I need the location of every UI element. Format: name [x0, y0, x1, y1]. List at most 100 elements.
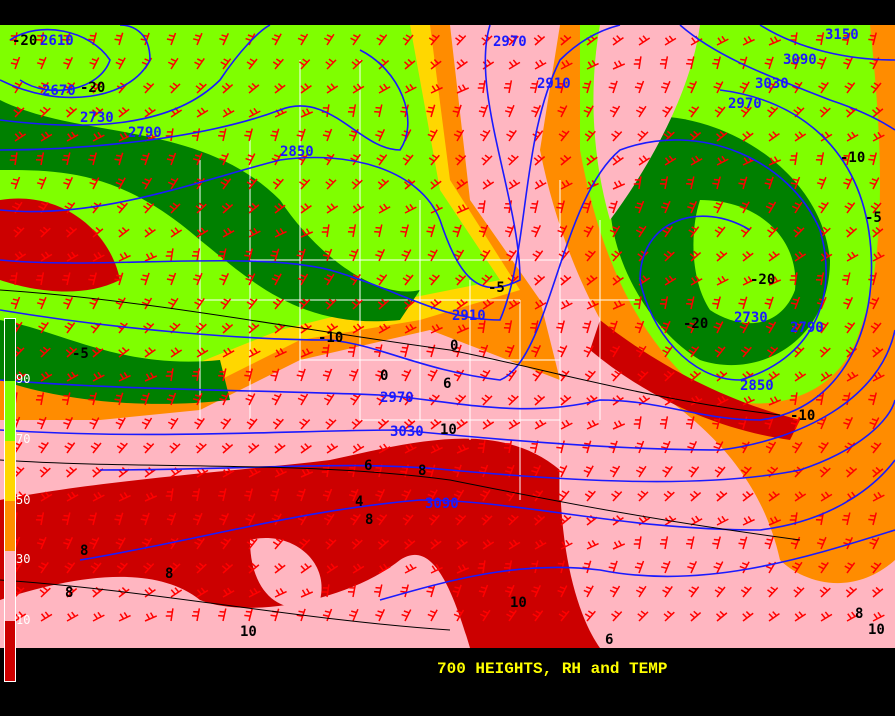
height-contour [0, 139, 827, 381]
wind-barb [221, 442, 234, 454]
wind-barb [322, 608, 333, 622]
wind-barb [38, 322, 49, 334]
wind-barb [401, 609, 412, 622]
wind-barb [662, 346, 673, 358]
wind-barb [714, 226, 726, 238]
wind-barb [196, 227, 209, 238]
wind-barb [89, 177, 100, 190]
wind-barb [89, 417, 100, 430]
wind-barb [35, 152, 45, 166]
wind-barb [196, 107, 209, 118]
wind-barb [844, 82, 856, 94]
wind-barb [842, 392, 851, 406]
wind-barb [169, 82, 181, 94]
wind-barb [348, 608, 359, 622]
wind-barb [660, 560, 671, 574]
rh-band-darkgreen-2 [0, 320, 230, 404]
height-label: 2610 [40, 33, 74, 49]
wind-barb [39, 226, 51, 238]
wind-barb [195, 82, 207, 94]
wind-barb [352, 443, 365, 454]
wind-barb [740, 106, 752, 118]
temp-label: 6 [605, 632, 613, 648]
wind-barb [65, 586, 78, 598]
wind-barb [400, 224, 409, 238]
wind-barb [583, 465, 594, 478]
wind-barb [556, 320, 565, 334]
wind-barb [452, 584, 462, 598]
wind-barb [586, 155, 598, 166]
wind-barb [426, 584, 436, 598]
wind-barb [403, 298, 416, 310]
wind-barb [299, 298, 311, 310]
wind-barb [40, 491, 53, 502]
wind-barb [765, 321, 777, 334]
wind-barb [584, 130, 596, 142]
wind-barb [764, 56, 774, 70]
wind-barb [10, 56, 21, 70]
wind-barb [300, 228, 314, 238]
wind-barb [248, 467, 261, 478]
wind-barb [274, 443, 286, 454]
wind-barb [270, 248, 280, 262]
wind-barb [430, 564, 443, 574]
wind-barb [712, 56, 721, 70]
wind-barb [765, 81, 777, 94]
wind-barb [326, 203, 339, 214]
wind-barb [531, 105, 542, 118]
wind-barb [634, 560, 645, 574]
wind-barb [689, 130, 702, 142]
wind-barb [402, 34, 414, 46]
wind-barb [793, 586, 805, 598]
wind-barb [456, 84, 470, 94]
wind-barb [845, 586, 858, 598]
wind-barb [378, 443, 391, 454]
wind-barb [323, 393, 335, 406]
height-contour [379, 529, 895, 601]
wind-barb [166, 32, 177, 46]
wind-barb [453, 129, 465, 142]
wind-barb [481, 154, 493, 166]
wind-barb [531, 345, 542, 358]
wind-barb [144, 612, 158, 622]
wind-barb [482, 419, 495, 430]
wind-barb [869, 537, 880, 550]
wind-barb [793, 226, 805, 238]
wind-barb [92, 611, 105, 622]
wind-barb [503, 440, 513, 454]
wind-barb [403, 418, 416, 430]
temp-label: 6 [364, 458, 372, 474]
wind-barb [819, 466, 831, 478]
wind-barb [557, 105, 568, 118]
wind-barb [325, 418, 337, 430]
rh-pink-pocket [250, 538, 322, 608]
wind-barb [271, 513, 282, 526]
wind-barb [659, 176, 669, 190]
wind-barb [686, 56, 695, 70]
wind-barb [299, 418, 311, 430]
wind-barb [351, 58, 363, 70]
wind-barb [558, 610, 570, 622]
height-label: 3030 [390, 424, 424, 440]
wind-barb [221, 82, 234, 94]
wind-barb [220, 538, 232, 550]
wind-barb [664, 275, 677, 286]
wind-barb [114, 392, 124, 406]
wind-barb [167, 57, 179, 70]
wind-barb [688, 106, 700, 118]
wind-barb [815, 152, 825, 166]
height-label: 3150 [825, 27, 859, 43]
wind-barb [560, 59, 573, 70]
wind-barb [845, 226, 858, 238]
wind-barb [116, 442, 128, 454]
wind-barb [248, 227, 261, 238]
wind-barb [195, 322, 207, 334]
height-contour [0, 25, 621, 321]
wind-barb [65, 466, 78, 478]
map-canvas: 2610267027302790285029702910315030903030… [0, 25, 895, 648]
wind-barb [531, 465, 542, 478]
wind-barb [115, 57, 126, 70]
wind-barb [296, 368, 306, 382]
wind-barb [270, 368, 280, 382]
wind-barb [582, 440, 592, 454]
